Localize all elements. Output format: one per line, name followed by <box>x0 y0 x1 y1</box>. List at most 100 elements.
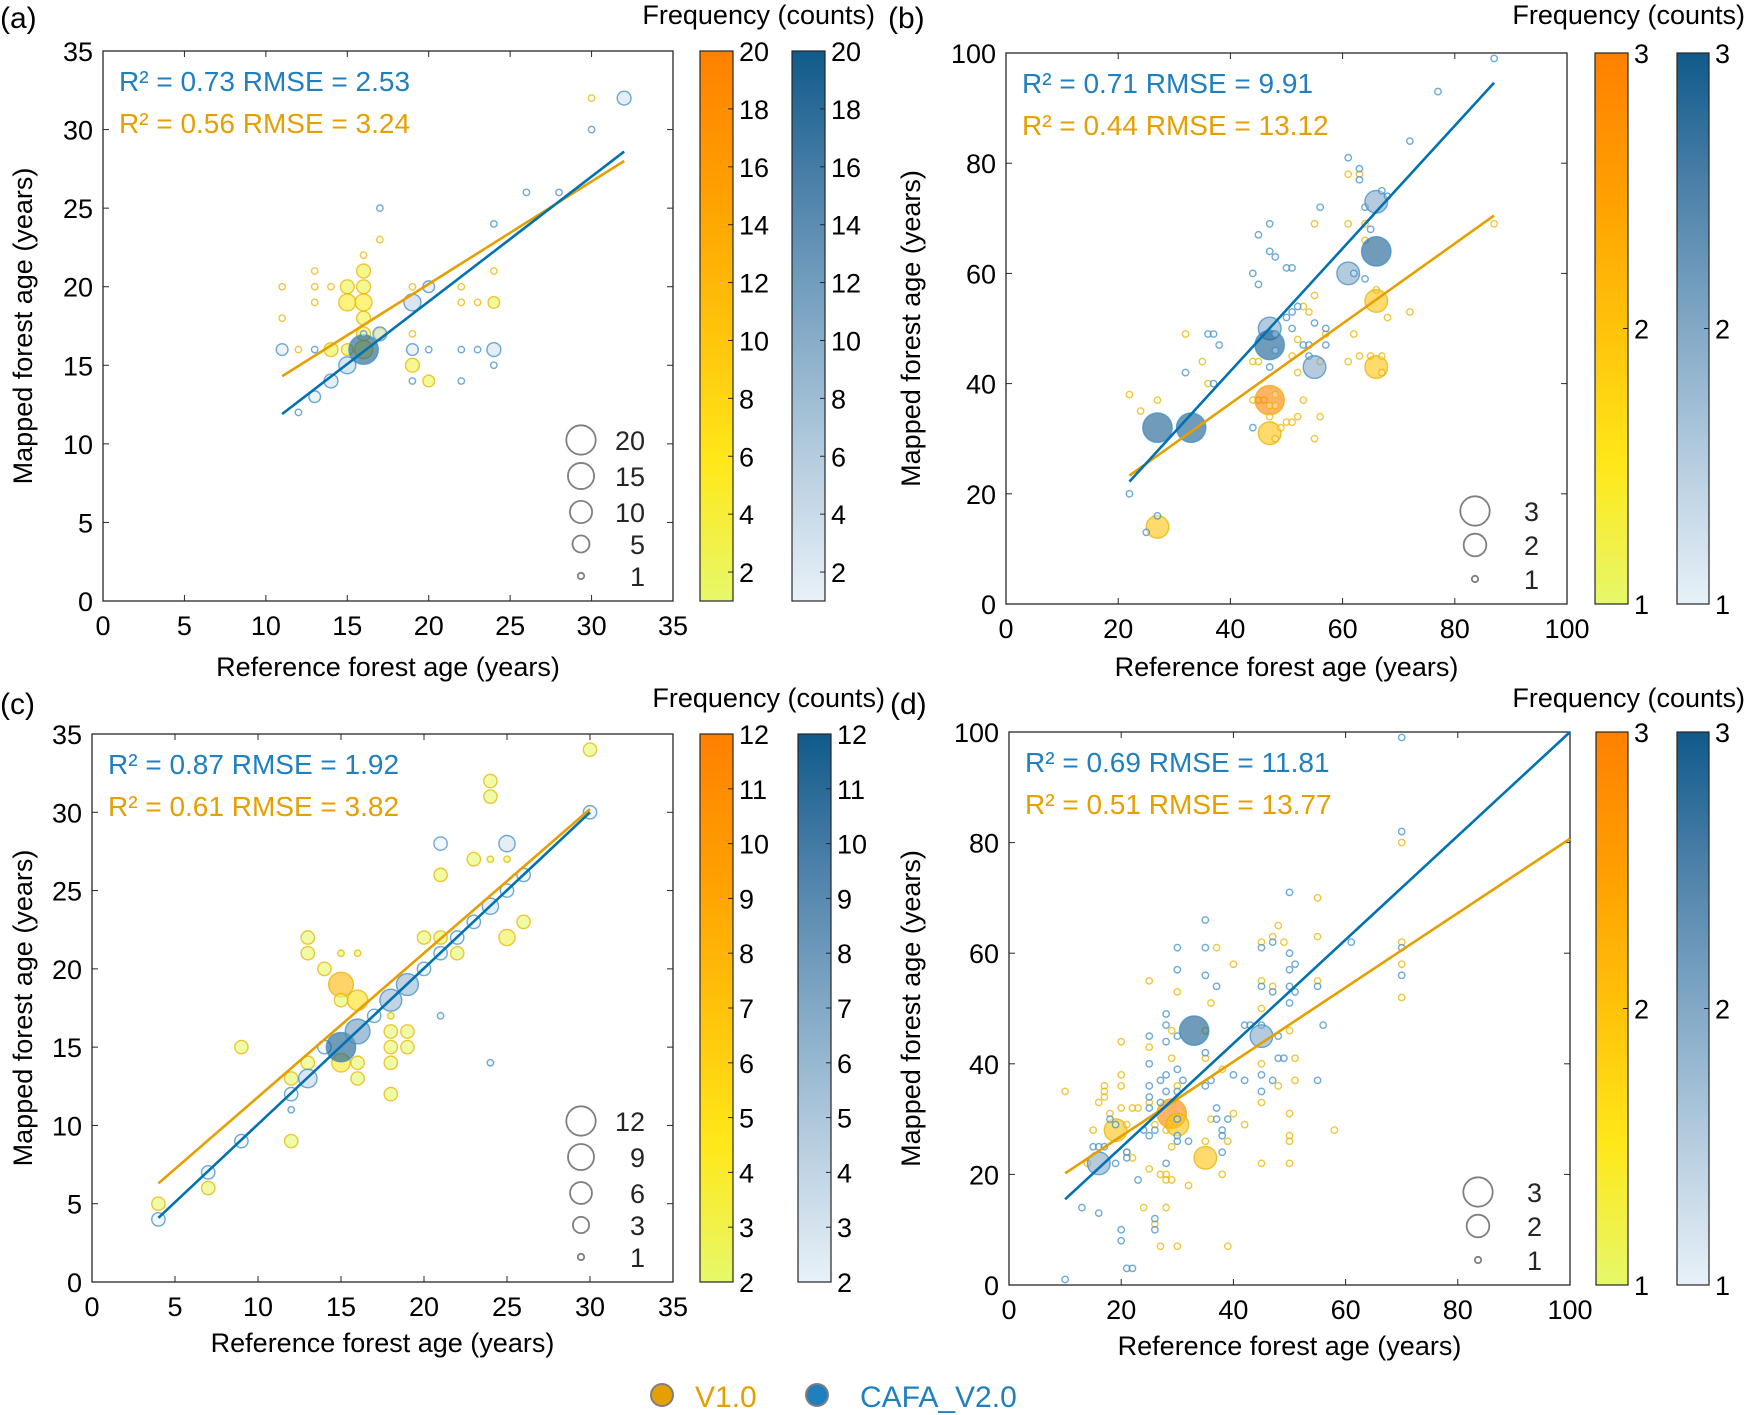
data-point <box>1167 1054 1176 1063</box>
x-tick-label: 10 <box>243 1292 273 1322</box>
data-point <box>1184 1181 1193 1190</box>
data-point <box>1179 1076 1187 1085</box>
data-point <box>350 1071 365 1086</box>
data-point <box>1117 1104 1126 1112</box>
data-point <box>310 267 319 275</box>
colorbar-v1-gradient <box>1594 52 1629 605</box>
data-point <box>457 298 466 307</box>
fit-line-v2 <box>1128 81 1496 483</box>
data-point <box>1288 418 1297 427</box>
x-tick-label: 80 <box>1443 1295 1473 1325</box>
x-tick-label: 100 <box>1544 614 1589 644</box>
y-tick-label: 20 <box>969 1160 999 1190</box>
stats-annotation-v2: R² = 0.73 RMSE = 2.53 <box>119 66 410 97</box>
data-point <box>1490 54 1498 63</box>
data-point <box>503 855 511 864</box>
data-point <box>1181 368 1190 377</box>
data-point <box>1434 87 1442 96</box>
colorbar-tick-label: 6 <box>831 442 846 472</box>
data-point <box>587 125 596 134</box>
data-point <box>1344 170 1353 179</box>
colorbar-tick-label: 2 <box>739 1268 754 1298</box>
data-point <box>1150 1225 1159 1234</box>
data-point <box>1128 1104 1137 1112</box>
panel-c: (c)0 5 10 15 20 25 30 3505101520253035Reference… <box>0 683 885 1358</box>
data-point <box>1122 1120 1131 1129</box>
data-point <box>1173 1131 1182 1140</box>
x-tick-label: 10 <box>251 611 281 641</box>
data-point <box>1406 308 1414 316</box>
data-point <box>1198 357 1207 366</box>
y-tick-label: 15 <box>63 351 93 381</box>
colorbar-v1: 1 2 3 <box>1594 39 1649 620</box>
data-point <box>339 279 355 295</box>
y-tick-label: 35 <box>52 720 82 750</box>
data-point <box>327 282 335 291</box>
data-point <box>1288 324 1297 333</box>
legend-v2-label: CAFA_V2.0 <box>860 1381 1017 1414</box>
data-point <box>498 834 516 853</box>
data-point <box>405 343 419 357</box>
data-point <box>1078 1203 1086 1212</box>
data-point <box>1136 407 1145 416</box>
data-point <box>466 851 482 867</box>
fit-line-v2 <box>1064 731 1571 1201</box>
data-point <box>555 188 563 197</box>
colorbar-tick-label: 16 <box>831 153 861 183</box>
data-point <box>1215 341 1224 349</box>
data-point <box>1305 308 1313 316</box>
data-point <box>1319 1021 1328 1029</box>
data-point <box>1377 186 1386 195</box>
y-tick-label: 30 <box>63 116 93 146</box>
size-legend-marker <box>1465 1213 1491 1239</box>
data-point <box>1142 412 1173 444</box>
data-point <box>1162 1070 1170 1079</box>
data-point <box>1276 423 1285 432</box>
data-point <box>1257 976 1266 985</box>
x-tick-label: 60 <box>1328 614 1358 644</box>
colorbar-v2-gradient <box>791 50 826 602</box>
data-point <box>1201 971 1210 980</box>
data-point <box>383 1055 399 1071</box>
size-legend-marker <box>565 1105 597 1137</box>
size-legend-marker <box>569 1181 593 1205</box>
data-point <box>1299 341 1308 349</box>
x-tick-label: 0 <box>1001 1295 1016 1325</box>
colorbar-tick-label: 6 <box>739 1049 754 1079</box>
colorbar-tick-label: 10 <box>837 830 867 860</box>
x-tick-label: 0 <box>84 1292 99 1322</box>
data-point <box>300 930 316 945</box>
data-point <box>1229 960 1238 969</box>
data-point <box>294 345 303 354</box>
data-point <box>375 235 384 244</box>
data-point <box>1145 1164 1154 1173</box>
y-tick-label: 20 <box>63 273 93 303</box>
data-point <box>1193 1145 1218 1170</box>
colorbar-tick-label: 3 <box>837 1213 852 1243</box>
colorbar-title: Frequency (counts) <box>1512 0 1745 30</box>
size-legend-marker <box>567 1143 595 1171</box>
x-tick-label: 80 <box>1440 614 1470 644</box>
size-legend-marker <box>1473 1255 1483 1265</box>
colorbar-tick-label: 2 <box>1715 315 1730 345</box>
data-point <box>1293 412 1302 421</box>
x-tick-label: 0 <box>998 614 1013 644</box>
data-point <box>317 961 332 977</box>
data-point <box>457 282 466 291</box>
data-point <box>310 345 319 354</box>
data-point <box>1285 1131 1294 1140</box>
data-point <box>1156 1076 1165 1085</box>
data-point <box>1254 230 1263 239</box>
data-point <box>1223 1242 1232 1251</box>
data-point <box>1145 1131 1154 1140</box>
data-point <box>489 267 498 275</box>
data-point <box>416 930 432 945</box>
data-point <box>294 408 303 417</box>
colorbar-v1-gradient <box>1595 731 1629 1286</box>
data-point <box>1257 421 1282 446</box>
colorbar-tick-label: 12 <box>739 269 769 299</box>
data-point <box>1201 1048 1210 1057</box>
panel-d: (d) 0 20 40 60 80 100 0 20 40 60 80 100 Reference for… <box>890 683 1745 1361</box>
data-point <box>1162 1087 1170 1096</box>
